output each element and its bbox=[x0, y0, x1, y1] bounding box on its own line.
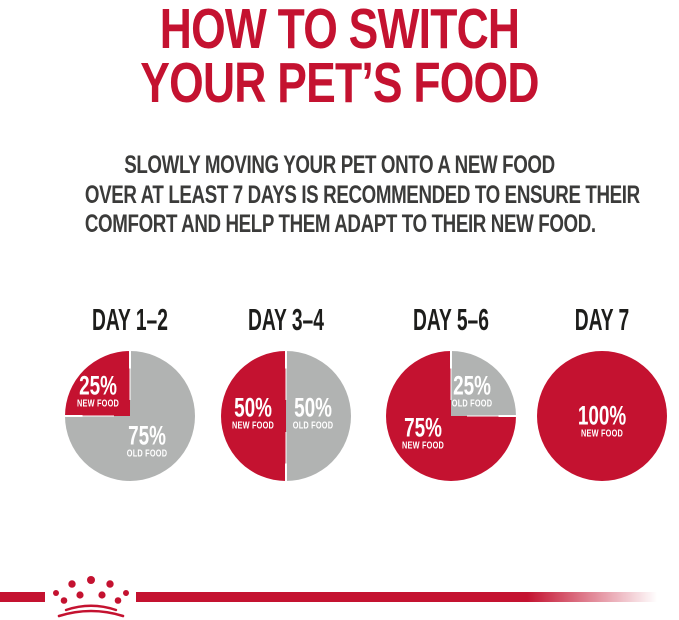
title-line-1: HOW TO SWITCH bbox=[159, 0, 520, 61]
pie-column-day-3-4: DAY 3–4 50% NEW FOOD 50% OLD FOOD bbox=[221, 303, 351, 481]
subtitle-line-1: SLOWLY MOVING YOUR PET ONTO A NEW FOOD bbox=[124, 151, 555, 179]
slice-percent: 50% bbox=[294, 392, 333, 423]
pie-chart-day-1-2: 25% NEW FOOD 75% OLD FOOD bbox=[65, 351, 195, 481]
day-label: DAY 3–4 bbox=[248, 302, 324, 337]
slice-percent: 75% bbox=[404, 412, 442, 443]
day-label: DAY 7 bbox=[574, 302, 630, 337]
title-line-2: YOUR PET’S FOOD bbox=[140, 51, 539, 115]
slice-name: OLD FOOD bbox=[126, 447, 168, 460]
slice-label-new-food: 50% NEW FOOD bbox=[231, 392, 274, 432]
slice-name: NEW FOOD bbox=[76, 397, 119, 410]
slice-name: NEW FOOD bbox=[580, 427, 624, 440]
slice-label-new-food: 25% NEW FOOD bbox=[76, 370, 119, 410]
slice-label-old-food: 75% OLD FOOD bbox=[127, 422, 167, 459]
footer-bar-right bbox=[136, 592, 679, 602]
slice-name: OLD FOOD bbox=[293, 419, 334, 432]
pie-column-day-1-2: DAY 1–2 25% NEW FOOD 75% OLD FOOD bbox=[65, 303, 195, 481]
royal-canin-crown-logo-icon bbox=[53, 576, 129, 618]
slice-percent: 100% bbox=[577, 400, 627, 431]
slice-percent: 25% bbox=[78, 370, 117, 401]
day-label: DAY 5–6 bbox=[413, 302, 489, 337]
slice-label-old-food: 25% OLD FOOD bbox=[451, 370, 493, 410]
slice-name: NEW FOOD bbox=[231, 419, 274, 432]
slice-label-old-food: 50% OLD FOOD bbox=[293, 392, 334, 432]
slice-name: OLD FOOD bbox=[451, 397, 493, 410]
slice-percent: 50% bbox=[233, 392, 272, 423]
slice-name: NEW FOOD bbox=[401, 439, 445, 452]
slice-label-new-food: 75% NEW FOOD bbox=[402, 414, 444, 451]
footer-bar-left bbox=[0, 592, 45, 602]
slice-label-new-food: 100% NEW FOOD bbox=[577, 400, 627, 440]
pie-chart-day-5-6: 75% NEW FOOD 25% OLD FOOD bbox=[386, 351, 516, 481]
slice-percent: 75% bbox=[127, 420, 166, 451]
pie-chart-day-7: 100% NEW FOOD bbox=[537, 351, 667, 481]
slice-percent: 25% bbox=[452, 370, 491, 401]
page-title: HOW TO SWITCH YOUR PET’S FOOD bbox=[75, 0, 605, 115]
pie-column-day-5-6: DAY 5–6 75% NEW FOOD 25% OLD FOOD bbox=[386, 303, 516, 481]
pie-chart-day-3-4: 50% NEW FOOD 50% OLD FOOD bbox=[221, 351, 351, 481]
subtitle-line-3: COMFORT AND HELP THEM ADAPT TO THEIR NEW… bbox=[84, 210, 596, 238]
subtitle-line-2: OVER AT LEAST 7 DAYS IS RECOMMENDED TO E… bbox=[84, 180, 640, 209]
subtitle: SLOWLY MOVING YOUR PET ONTO A NEW FOOD O… bbox=[84, 151, 640, 240]
pie-column-day-7: DAY 7 100% NEW FOOD bbox=[537, 303, 667, 481]
day-label: DAY 1–2 bbox=[92, 302, 168, 337]
